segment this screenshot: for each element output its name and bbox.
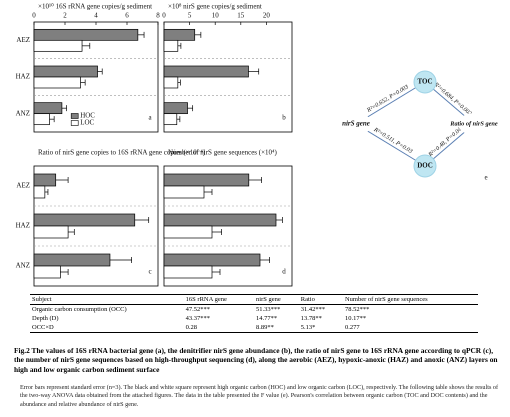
header-cell: 16S rRNA gene <box>185 296 227 303</box>
header-cell: Ratio <box>300 296 315 303</box>
bar <box>163 102 188 115</box>
x-tick-label: 4 <box>94 12 98 20</box>
x-tick-label: 15 <box>237 12 245 20</box>
node-label: DOC <box>417 162 433 170</box>
table-cell: 13.78** <box>300 315 322 322</box>
table-cell: 78.52*** <box>344 306 370 313</box>
chart-title: Ratio of nirS gene copies to 16S rRNA ge… <box>38 149 206 157</box>
header-cell: nirS gene <box>256 296 281 303</box>
bar <box>163 225 213 239</box>
table-cell: 43.37*** <box>185 315 211 322</box>
node-circle <box>413 70 437 94</box>
bar <box>33 28 139 41</box>
header-cell: Subject <box>32 296 52 303</box>
header-cell: Number of nirS gene sequences <box>344 296 428 303</box>
x-tick-label: 6 <box>125 12 129 20</box>
x-tick-label: 2 <box>63 12 67 20</box>
bar <box>33 39 83 52</box>
chart-title: Number of nirS gene sequences (×10⁴) <box>168 149 277 157</box>
bar <box>163 213 277 227</box>
edge-label: R²=0.48, P=0.044 <box>426 124 465 159</box>
bar <box>163 39 179 52</box>
panel-label: e <box>484 174 487 182</box>
note: Error bars represent standard error (n=3… <box>20 384 499 408</box>
node-circle <box>458 113 490 135</box>
legend-label: HOC <box>80 112 95 120</box>
table-cell: Organic carbon consumption (OCC) <box>32 306 127 313</box>
node-label: nirS gene <box>342 120 370 128</box>
bar <box>33 113 50 126</box>
table-cell: Depth (D) <box>32 315 59 322</box>
y-tick-label: ANZ <box>16 109 30 117</box>
caption: Fig.2 The values of 16S rRNA bacterial g… <box>14 346 498 374</box>
bar <box>163 185 205 199</box>
bar <box>33 185 46 199</box>
legend-swatch <box>70 113 79 119</box>
table-cell: 0.28 <box>185 324 198 331</box>
panel-label: a <box>148 114 152 122</box>
table-cell: 51.33*** <box>256 306 281 313</box>
y-tick-label: HAZ <box>16 222 30 230</box>
bar <box>163 76 179 89</box>
bar <box>33 253 111 267</box>
x-tick-label: 0 <box>162 12 166 20</box>
bar <box>33 213 136 227</box>
bar <box>163 28 196 41</box>
table-cell: 14.77** <box>256 315 278 322</box>
table-row: OCC×D 0.28 8.89** 5.13* 0.277 <box>30 323 478 333</box>
panel-label: c <box>148 268 151 276</box>
edge-label: R²=0.652, P=0.003 <box>366 84 410 114</box>
table-cell: 10.17** <box>344 315 367 322</box>
x-tick-label: 10 <box>212 12 220 20</box>
x-tick-label: 5 <box>188 12 192 20</box>
panel-label: d <box>282 268 286 276</box>
table-cell: 8.89** <box>256 324 274 331</box>
anova-table: Subject 16S rRNA gene nirS gene Ratio Number… <box>30 294 478 333</box>
bar <box>33 76 81 89</box>
node-circle <box>340 113 372 135</box>
bar <box>163 65 249 78</box>
bar <box>33 173 57 187</box>
edge-label: R²=0.511, P=0.03 <box>372 127 413 155</box>
table-cell: OCC×D <box>32 324 54 331</box>
chart-title: ×10⁸ nirS gene copies/g sediment <box>168 3 262 11</box>
bar <box>33 225 69 239</box>
table-row: Depth (D) 43.37*** 14.77** 13.78** 10.17** <box>30 314 478 323</box>
y-tick-label: ANZ <box>16 262 30 270</box>
legend-label: LOC <box>80 119 94 127</box>
table-cell: 0.277 <box>344 324 360 331</box>
table-cell: 31.42*** <box>300 306 326 313</box>
bar <box>33 265 61 279</box>
figure: ×10¹⁰ 16S rRNA gene copies/g sediment a 0 2… <box>16 3 498 287</box>
table-header: Subject 16S rRNA gene nirS gene Ratio Number… <box>30 294 478 305</box>
edge-label: R²=0.684, P=0.002 <box>432 80 473 117</box>
bar <box>163 113 178 126</box>
table-row: Organic carbon consumption (OCC) 47.52***… <box>30 305 478 315</box>
x-tick-label: 8 <box>156 12 160 20</box>
panel-label: b <box>282 114 286 122</box>
bar <box>163 173 250 187</box>
x-tick-label: 20 <box>263 12 271 20</box>
node-label: Ratio of nirS gene <box>449 120 498 127</box>
y-tick-label: AEZ <box>16 36 30 44</box>
bar <box>163 253 261 267</box>
y-tick-label: AEZ <box>16 182 30 190</box>
y-tick-label: HAZ <box>16 73 30 81</box>
bar <box>33 65 98 78</box>
table-cell: 47.52*** <box>185 306 211 313</box>
chart-title: ×10¹⁰ 16S rRNA gene copies/g sediment <box>38 3 152 11</box>
x-tick-label: 0 <box>32 12 36 20</box>
legend-swatch <box>70 120 79 126</box>
node-circle <box>413 154 437 178</box>
bar <box>33 102 63 115</box>
table-cell: 5.13* <box>300 324 316 331</box>
node-label: TOC <box>417 78 432 86</box>
bar <box>163 265 213 279</box>
